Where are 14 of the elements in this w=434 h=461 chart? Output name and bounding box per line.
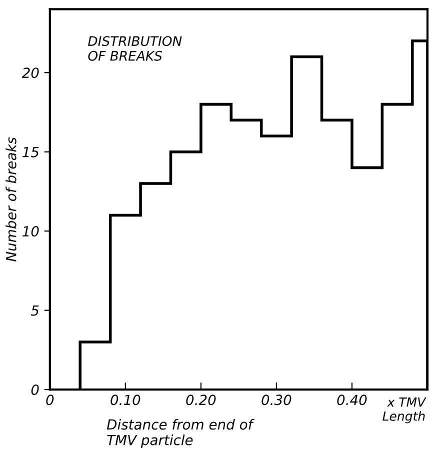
y-tick-label: 10 <box>22 226 39 237</box>
y-tick-label: 0 <box>31 384 39 396</box>
x-tick-label: 0.30 <box>262 394 292 406</box>
x-tick-label: 0 <box>46 394 54 406</box>
y-tick-label: 5 <box>30 305 39 316</box>
text: x TMV Length <box>382 398 426 424</box>
x-tick-label: 0.20 <box>186 394 216 406</box>
y-tick-label: 20 <box>22 68 39 78</box>
x-axis-title: Distance from end of TMV particle <box>106 418 254 448</box>
y-tick-label: 15 <box>22 146 39 158</box>
annotation: DISTRIBUTION OF BREAKS <box>88 36 182 61</box>
y-axis-title: Number of breaks <box>6 137 16 262</box>
x-tick-label: 0.10 <box>110 394 140 406</box>
x-tick-label: 0.40 <box>337 394 367 406</box>
